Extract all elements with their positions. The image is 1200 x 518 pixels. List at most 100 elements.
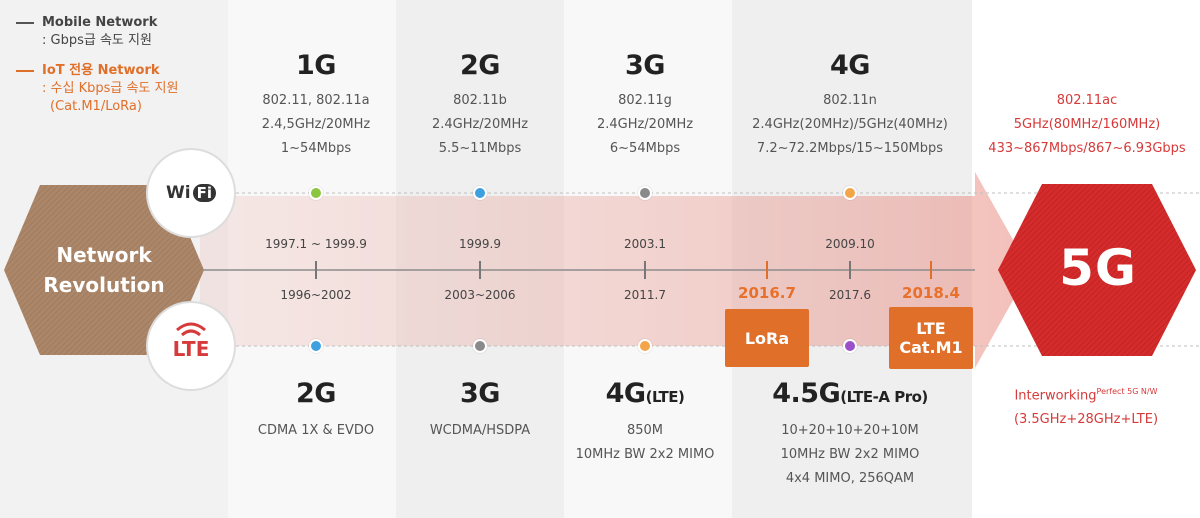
mobile-gen-45g-main: 4.5G — [772, 378, 841, 409]
wifi-band-5g: 5GHz(80MHz/160MHz) — [1013, 117, 1161, 132]
iot-date-lora: 2016.7 — [738, 284, 796, 302]
wifi-rate-2g: 5.5~11Mbps — [438, 141, 522, 156]
fiveg-interworking-text: Interworking — [1014, 388, 1097, 404]
fiveg-interworking: InterworkingPerfect 5G N/W (3.5GHz+28GHz… — [972, 380, 1200, 432]
wifi-gen-3g: 3G — [625, 50, 665, 81]
mobile-spec-3g-l1: WCDMA/HSDPA — [429, 423, 531, 438]
tick-4 — [849, 261, 851, 279]
mobile-spec-3g: WCDMA/HSDPA — [430, 419, 530, 443]
mobile-dot-4g — [638, 339, 652, 353]
legend-iot-desc-1: : 수십 Kbps급 속도 지원 — [42, 81, 179, 96]
lte-signal-arc-2 — [181, 329, 201, 337]
wifi-spec-3g: 802.11g 2.4GHz/20MHz 6~54Mbps — [597, 89, 693, 161]
mobile-gen-45g-suffix: (LTE-A Pro) — [840, 388, 928, 406]
mobile-spec-45g: 10+20+10+20+10M 10MHz BW 2x2 MIMO 4x4 MI… — [781, 419, 920, 491]
wifi-date-2g: 1999.9 — [459, 237, 501, 251]
fiveg-hexagon — [998, 184, 1196, 356]
mobile-dot-3g — [473, 339, 487, 353]
wifi-logo-left: Wi — [166, 183, 191, 203]
fiveg-label: 5G — [1059, 239, 1137, 297]
mobile-gen-4g: 4G(LTE) — [606, 378, 685, 409]
wifi-spec-4g: 802.11n 2.4GHz(20MHz)/5GHz(40MHz) 7.2~72… — [752, 89, 948, 161]
wifi-date-1g: 1997.1 ~ 1999.9 — [265, 237, 367, 251]
wifi-spec-2g: 802.11b 2.4GHz/20MHz 5.5~11Mbps — [432, 89, 528, 161]
mobile-spec-45g-l2: 10MHz BW 2x2 MIMO — [780, 447, 920, 462]
mobile-date-3g: 2003~2006 — [444, 288, 516, 302]
legend-iot: IoT 전용 Network : 수십 Kbps급 속도 지원 (Cat.M1/… — [16, 62, 178, 116]
iot-label-lora: LoRa — [744, 328, 790, 348]
mobile-spec-4g-l2: 10MHz BW 2x2 MIMO — [575, 447, 715, 462]
iot-box-lora: LoRa — [725, 309, 809, 367]
mobile-spec-2g: CDMA 1X & EVDO — [258, 419, 374, 443]
wifi-band-1g: 2.4,5GHz/20MHz — [261, 117, 371, 132]
mobile-spec-2g-l1: CDMA 1X & EVDO — [257, 423, 375, 438]
wifi-logo: Wi Fi — [161, 180, 221, 206]
iot-date-catm1: 2018.4 — [902, 284, 960, 302]
lte-logo: LTE — [172, 337, 210, 361]
legend-mobile-desc: : Gbps급 속도 지원 — [42, 33, 152, 48]
tick-3 — [644, 261, 646, 279]
wifi-std-2g: 802.11b — [453, 93, 507, 108]
mobile-dot-45g — [843, 339, 857, 353]
fiveg-interworking-line: InterworkingPerfect 5G N/W — [972, 380, 1200, 408]
iot-label-catm1-1: LTE — [916, 319, 946, 338]
wifi-spec-1g: 802.11, 802.11a 2.4,5GHz/20MHz 1~54Mbps — [262, 89, 371, 161]
mobile-date-4g: 2011.7 — [624, 288, 666, 302]
iot-label-catm1-2: Cat.M1 — [899, 338, 963, 357]
wifi-logo-right: Fi — [192, 184, 216, 202]
wifi-dot-1g — [309, 186, 323, 200]
iot-box-catm1: LTE Cat.M1 — [889, 307, 973, 369]
legend-iot-desc-2: (Cat.M1/LoRa) — [50, 99, 142, 114]
wifi-spec-5g: 802.11ac 5GHz(80MHz/160MHz) 433~867Mbps/… — [988, 89, 1185, 161]
tick-lora — [766, 261, 768, 279]
wifi-std-4g: 802.11n — [823, 93, 877, 108]
mobile-gen-3g-main: 3G — [460, 378, 500, 409]
wifi-gen-1g: 1G — [296, 50, 336, 81]
hub-line-1: Network — [56, 243, 152, 267]
wifi-rate-3g: 6~54Mbps — [609, 141, 681, 156]
hub-line-2: Revolution — [43, 273, 165, 297]
tick-catm1 — [930, 261, 932, 279]
wifi-rate-5g: 433~867Mbps/867~6.93Gbps — [988, 141, 1186, 156]
mobile-spec-4g-l1: 850M — [626, 423, 664, 438]
wifi-std-3g: 802.11g — [618, 93, 672, 108]
lte-signal-arc-1 — [176, 322, 206, 332]
lte-badge-circle — [146, 301, 236, 391]
legend-mobile-swatch — [16, 22, 34, 24]
mobile-date-45g: 2017.6 — [829, 288, 871, 302]
wifi-band-3g: 2.4GHz/20MHz — [596, 117, 694, 132]
hub-hexagon — [4, 185, 204, 355]
wifi-dot-2g — [473, 186, 487, 200]
mobile-spec-45g-l1: 10+20+10+20+10M — [781, 423, 919, 438]
mobile-gen-4g-main: 4G — [605, 378, 646, 409]
legend-iot-title: IoT 전용 Network — [42, 63, 160, 78]
mobile-dot-2g — [309, 339, 323, 353]
mobile-gen-2g: 2G — [296, 378, 336, 409]
wifi-gen-2g: 2G — [460, 50, 500, 81]
fiveg-interworking-sup: Perfect 5G N/W — [1096, 387, 1158, 396]
mobile-spec-45g-l3: 4x4 MIMO, 256QAM — [785, 471, 915, 486]
wifi-band-4g: 2.4GHz(20MHz)/5GHz(40MHz) — [752, 117, 948, 132]
wifi-rate-1g: 1~54Mbps — [280, 141, 352, 156]
legend: Mobile Network : Gbps급 속도 지원 IoT 전용 Netw… — [16, 14, 178, 116]
wifi-date-3g: 2003.1 — [624, 237, 666, 251]
wifi-date-4g: 2009.10 — [825, 237, 875, 251]
wifi-std-1g: 802.11, 802.11a — [262, 93, 370, 108]
mobile-gen-45g: 4.5G(LTE-A Pro) — [772, 378, 928, 409]
mobile-gen-3g: 3G — [460, 378, 500, 409]
wifi-std-5g: 802.11ac — [1056, 93, 1118, 108]
wifi-rate-4g: 7.2~72.2Mbps/15~150Mbps — [756, 141, 944, 156]
hub-label: Network Revolution — [4, 240, 204, 300]
wifi-band-2g: 2.4GHz/20MHz — [431, 117, 529, 132]
legend-iot-swatch — [16, 70, 34, 72]
wifi-dot-3g — [638, 186, 652, 200]
mobile-spec-4g: 850M 10MHz BW 2x2 MIMO — [576, 419, 715, 467]
mobile-gen-2g-main: 2G — [296, 378, 336, 409]
wifi-gen-4g: 4G — [830, 50, 870, 81]
mobile-gen-4g-suffix: (LTE) — [645, 388, 685, 406]
legend-mobile-title: Mobile Network — [42, 15, 158, 30]
mobile-date-2g: 1996~2002 — [280, 288, 352, 302]
wifi-dot-4g — [843, 186, 857, 200]
